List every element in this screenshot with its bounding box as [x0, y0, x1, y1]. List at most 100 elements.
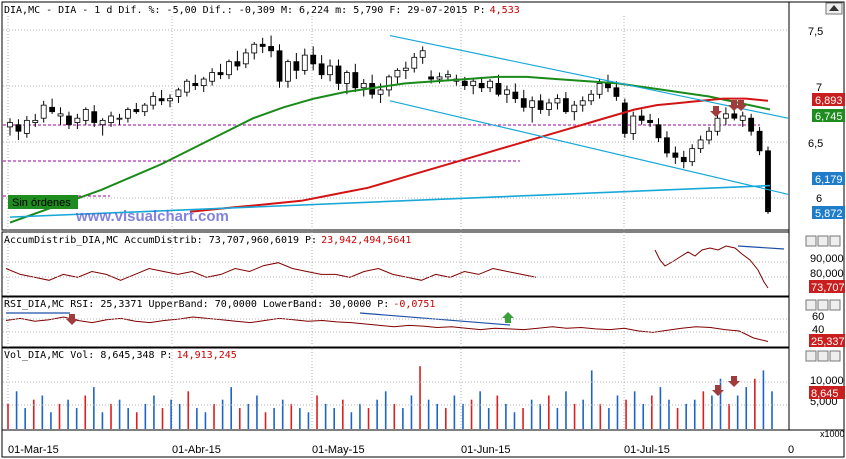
- rsi-value-text: 25,337: [811, 336, 845, 348]
- candle-body: [731, 113, 738, 119]
- x-axis-labels: 01-Mar-15 01-Abr-15 01-May-15 01-Jun-15 …: [8, 444, 794, 456]
- candle-body: [141, 104, 148, 113]
- candle-body: [638, 115, 645, 121]
- candle-body: [82, 109, 89, 121]
- price-label-red: [812, 93, 845, 106]
- channel-lower-line: [389, 100, 789, 195]
- arrow-down-icon: [728, 100, 740, 111]
- arrow-down-icon: [735, 100, 747, 111]
- rsi-panel-controls: [805, 299, 841, 311]
- candle-body: [150, 96, 157, 106]
- candle-body: [495, 83, 502, 95]
- close-icon[interactable]: [829, 299, 841, 311]
- grid-layer: [3, 16, 788, 430]
- candle-body: [293, 61, 300, 71]
- candle-body: [546, 102, 552, 110]
- candle-body: [394, 69, 401, 78]
- candle-body: [554, 98, 561, 104]
- volume-value-label: [809, 386, 845, 399]
- sin-ordenes-badge[interactable]: [8, 195, 78, 209]
- price-right-labels: 6,893 6,745 6,179 5,872: [812, 93, 845, 220]
- candle-body: [74, 117, 81, 123]
- rsi-panel[interactable]: [1, 296, 790, 348]
- candle-body: [605, 83, 611, 89]
- accum-y-ticks: 90,000 80,000 73,707: [809, 253, 845, 294]
- price-label-blue: [812, 206, 845, 219]
- price-panel-controls: [825, 2, 843, 15]
- candle-body: [49, 106, 56, 113]
- maximize-icon[interactable]: [805, 299, 817, 311]
- accum-value-text: 73,707: [811, 282, 845, 294]
- candle-body: [672, 152, 679, 158]
- candle-body: [411, 56, 418, 69]
- candle-body: [327, 65, 333, 76]
- markers-layer: [66, 100, 747, 396]
- close-icon[interactable]: [829, 235, 841, 247]
- arrow-up-icon: [502, 312, 514, 323]
- candle-body: [242, 52, 249, 65]
- candle-body: [478, 83, 485, 89]
- x-tick-label: 01-Jun-15: [461, 444, 511, 456]
- candle-body: [99, 119, 106, 126]
- candle-body: [259, 43, 266, 47]
- candle-body: [335, 65, 342, 84]
- sma-red-line: [189, 97, 769, 213]
- accum-header: AccumDistrib_DIA,MC AccumDistrib: 73,707…: [4, 235, 411, 246]
- sma-green-line: [9, 75, 771, 224]
- candle-body: [520, 98, 527, 108]
- candle-body: [108, 115, 114, 123]
- volume-layer: [3, 366, 788, 429]
- channel-upper-line: [389, 34, 789, 119]
- volume-panel[interactable]: [1, 347, 790, 431]
- restore-icon[interactable]: [817, 299, 829, 311]
- price-panel[interactable]: [1, 1, 790, 231]
- candle-body: [664, 137, 670, 154]
- y-tick-label: 7: [816, 82, 822, 94]
- candle-body: [487, 80, 493, 89]
- candle-body: [588, 93, 595, 102]
- candle-body: [310, 54, 317, 65]
- candle-body: [360, 83, 367, 89]
- candle-body: [655, 124, 662, 139]
- candle-body: [680, 156, 687, 163]
- candle-body: [158, 98, 165, 102]
- sin-ordenes-label: Sin órdenes: [12, 197, 71, 209]
- y-tick-label: 40: [812, 324, 824, 336]
- candle-body: [175, 89, 182, 97]
- candle-body: [428, 76, 435, 80]
- candle-body: [512, 91, 519, 100]
- price-label-green: [812, 109, 845, 122]
- close-icon[interactable]: [829, 350, 841, 362]
- candle-body: [613, 87, 620, 97]
- restore-icon[interactable]: [817, 235, 829, 247]
- volume-panel-controls: [805, 350, 841, 362]
- restore-icon[interactable]: [817, 350, 829, 362]
- rsi-header: RSI_DIA,MC RSI: 25,3371 UpperBand: 70,00…: [4, 299, 435, 310]
- candle-body: [268, 46, 274, 52]
- candle-body: [133, 109, 140, 113]
- candle-body: [301, 54, 308, 71]
- price-label-text: 6,179: [815, 174, 843, 186]
- candle-body: [377, 89, 384, 95]
- price-y-ticks: 7,5 7 6,5 6: [808, 26, 823, 205]
- candle-body: [352, 72, 359, 89]
- accum-panel[interactable]: [1, 231, 790, 297]
- candle-body: [125, 109, 131, 119]
- candle-body: [91, 111, 98, 123]
- watermark: www.visualchart.com: [75, 208, 229, 225]
- maximize-icon[interactable]: [805, 350, 817, 362]
- x-tick-label: 01-May-15: [312, 444, 365, 456]
- candle-body: [402, 67, 409, 71]
- time-axis[interactable]: [1, 429, 845, 458]
- candle-body: [504, 89, 510, 95]
- accum-trend-line: [737, 245, 785, 250]
- arrow-down-icon: [712, 385, 724, 396]
- maximize-icon[interactable]: [805, 235, 817, 247]
- candle-body: [722, 113, 729, 119]
- candle-body: [40, 104, 47, 119]
- candle-body: [276, 50, 283, 82]
- x-tick-label: 01-Abr-15: [172, 444, 221, 456]
- candle-body: [116, 117, 123, 120]
